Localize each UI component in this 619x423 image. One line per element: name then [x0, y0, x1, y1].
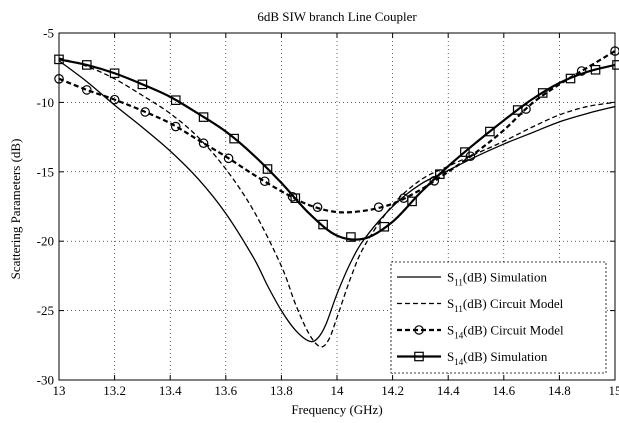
- legend-label-rest: (dB) Simulation: [463, 270, 548, 285]
- x-tick-label: 15: [609, 383, 619, 398]
- x-tick-label: 14.2: [381, 383, 404, 398]
- x-tick-label: 14.8: [548, 383, 571, 398]
- x-tick-label: 14.4: [437, 383, 460, 398]
- legend-label-rest: (dB) Circuit Model: [463, 323, 564, 338]
- y-tick-label: -30: [37, 373, 54, 388]
- x-tick-label: 13.6: [214, 383, 237, 398]
- y-tick-label: -5: [43, 26, 54, 41]
- y-axis-label: Scattering Parameters (dB): [8, 139, 23, 280]
- legend-label-main: S: [447, 323, 454, 338]
- legend-label-main: S: [447, 296, 454, 311]
- y-tick-label: -25: [37, 303, 54, 318]
- x-tick-label: 13.2: [103, 383, 126, 398]
- x-tick-label: 14: [331, 383, 345, 398]
- y-tick-label: -15: [37, 164, 54, 179]
- x-tick-label: 14.6: [492, 383, 515, 398]
- legend-label-main: S: [447, 349, 454, 364]
- y-tick-label: -10: [37, 95, 54, 110]
- legend-label-main: S: [447, 270, 454, 285]
- chart-title: 6dB SIW branch Line Coupler: [257, 9, 417, 24]
- legend-label-rest: (dB) Simulation: [463, 349, 548, 364]
- legend-label-rest: (dB) Circuit Model: [463, 296, 564, 311]
- x-tick-label: 13: [53, 383, 66, 398]
- y-tick-label: -20: [37, 234, 54, 249]
- x-tick-label: 13.8: [270, 383, 293, 398]
- x-axis-label: Frequency (GHz): [291, 402, 382, 417]
- legend-label-sub: 11: [454, 278, 463, 288]
- legend-label-sub: 11: [454, 304, 463, 314]
- x-tick-label: 13.4: [159, 383, 182, 398]
